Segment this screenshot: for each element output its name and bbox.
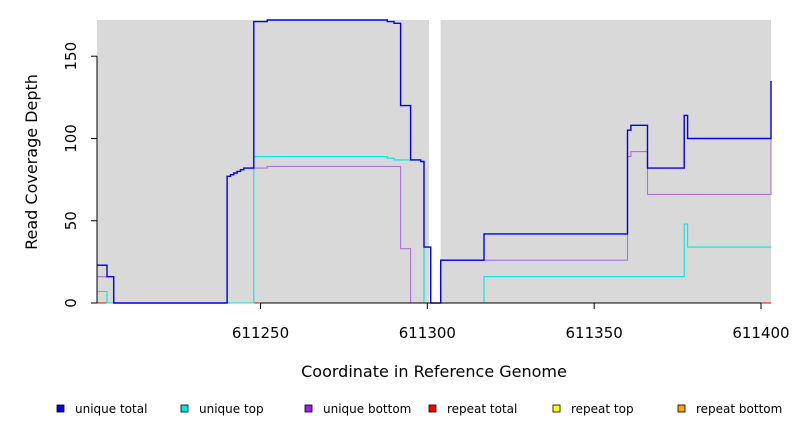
legend-swatch [180,404,189,413]
legend-item: unique top [180,402,264,416]
legend-swatch [428,404,437,413]
legend: unique total unique top unique bottom repea… [56,402,782,416]
series-unique-total [97,19,772,304]
legend-swatch [304,404,313,413]
y-axis-title: Read Coverage Depth [22,74,41,250]
legend-label: unique top [199,402,264,416]
legend-item: repeat total [428,402,517,416]
y-tick-label: 150 [62,42,80,71]
legend-label: repeat top [571,402,634,416]
legend-swatch [56,404,65,413]
x-tick-label: 611300 [399,324,456,342]
legend-item: unique bottom [304,402,411,416]
legend-label: repeat total [447,402,517,416]
x-tick-label: 611400 [732,324,789,342]
gap-band [428,20,441,303]
legend-label: unique total [75,402,147,416]
legend-item: repeat top [552,402,634,416]
legend-item: unique total [56,402,147,416]
legend-swatch [552,404,561,413]
axis-layer: 0 50 100 150 611250 611300 611350 611400 [62,42,790,342]
y-tick-label: 0 [62,298,80,308]
legend-label: repeat bottom [696,402,782,416]
x-tick-label: 611350 [566,324,623,342]
legend-swatch [677,404,686,413]
legend-label: unique bottom [323,402,411,416]
y-tick-label: 50 [62,211,80,230]
legend-item: repeat bottom [677,402,782,416]
y-tick-label: 100 [62,124,80,153]
x-axis-title: Coordinate in Reference Genome [301,362,567,381]
x-tick-label: 611250 [232,324,289,342]
